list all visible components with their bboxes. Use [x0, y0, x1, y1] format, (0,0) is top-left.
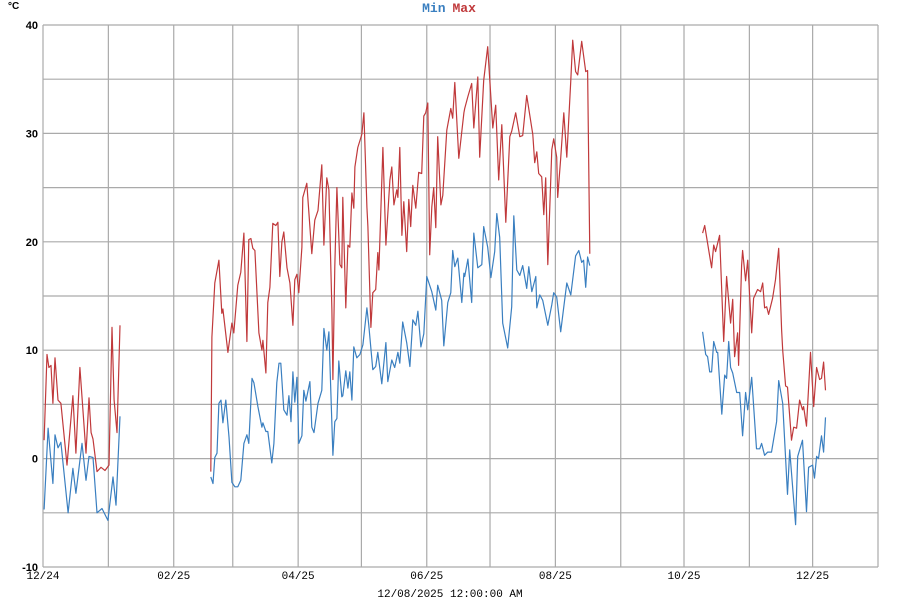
x-tick-label: 02/25	[157, 571, 190, 583]
series-line-max	[210, 39, 591, 472]
series-line-min	[210, 213, 591, 488]
x-tick-label: 12/25	[796, 571, 829, 583]
series-line-max	[702, 224, 827, 441]
series-line-max	[43, 325, 121, 473]
x-tick-label: 10/25	[668, 571, 701, 583]
legend: Min Max	[422, 1, 476, 16]
x-axis-title: 12/08/2025 12:00:00 AM	[377, 589, 522, 600]
x-tick-label: 04/25	[282, 571, 315, 583]
x-tick-label: 08/25	[539, 571, 572, 583]
series-line-min	[43, 416, 121, 522]
series-lines	[43, 39, 827, 526]
y-tick-label: 10	[26, 345, 38, 357]
y-tick-label: 30	[26, 128, 38, 140]
legend-max: Max	[453, 1, 477, 16]
y-tick-label: 20	[26, 237, 38, 249]
y-tick-label: 40	[26, 20, 38, 32]
x-tick-label: 06/25	[410, 571, 443, 583]
series-line-min	[702, 331, 827, 526]
x-tick-label: 12/24	[26, 571, 59, 583]
grid	[42, 24, 879, 568]
axis-labels: -10 0 10 20 30 40 12/24 02/25 04/25 06/25 08/25 10/…	[22, 20, 829, 583]
y-tick-label: 0	[32, 454, 38, 466]
legend-min: Min	[422, 1, 446, 16]
unit-label: °C	[8, 1, 19, 12]
y-tick-label: -10	[22, 562, 38, 574]
